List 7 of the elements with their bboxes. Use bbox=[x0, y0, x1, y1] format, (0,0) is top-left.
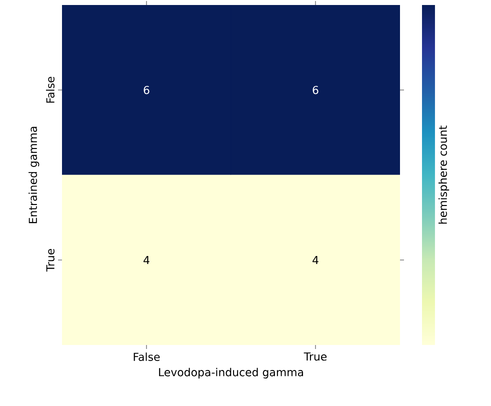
data-label: 6 bbox=[312, 86, 318, 94]
data-label: 6 bbox=[144, 86, 150, 94]
data-label: 4 bbox=[312, 256, 318, 264]
data-label: 4 bbox=[144, 256, 150, 264]
color-bar-title: hemisphere count bbox=[438, 126, 450, 224]
y-axis-title: Entrained gamma bbox=[28, 126, 40, 224]
x-axis-title: Levodopa-induced gamma bbox=[159, 368, 304, 378]
